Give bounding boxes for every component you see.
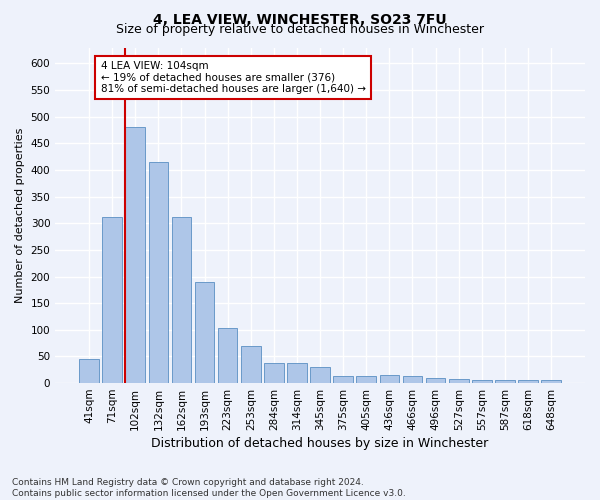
Text: Size of property relative to detached houses in Winchester: Size of property relative to detached ho… xyxy=(116,22,484,36)
Bar xyxy=(149,162,168,383)
Bar xyxy=(264,363,284,383)
Bar xyxy=(125,128,145,383)
Y-axis label: Number of detached properties: Number of detached properties xyxy=(15,128,25,303)
Text: Contains HM Land Registry data © Crown copyright and database right 2024.
Contai: Contains HM Land Registry data © Crown c… xyxy=(12,478,406,498)
Bar xyxy=(449,379,469,383)
Bar xyxy=(103,218,122,383)
Bar xyxy=(310,366,330,383)
X-axis label: Distribution of detached houses by size in Winchester: Distribution of detached houses by size … xyxy=(151,437,489,450)
Bar xyxy=(241,346,260,383)
Bar xyxy=(495,380,515,383)
Text: 4 LEA VIEW: 104sqm
← 19% of detached houses are smaller (376)
81% of semi-detach: 4 LEA VIEW: 104sqm ← 19% of detached hou… xyxy=(101,61,365,94)
Bar xyxy=(195,282,214,383)
Bar xyxy=(334,376,353,383)
Bar xyxy=(541,380,561,383)
Bar xyxy=(287,363,307,383)
Bar xyxy=(79,358,99,383)
Bar xyxy=(403,376,422,383)
Text: 4, LEA VIEW, WINCHESTER, SO23 7FU: 4, LEA VIEW, WINCHESTER, SO23 7FU xyxy=(153,12,447,26)
Bar xyxy=(518,380,538,383)
Bar xyxy=(426,378,445,383)
Bar xyxy=(472,380,491,383)
Bar xyxy=(218,328,238,383)
Bar xyxy=(172,217,191,383)
Bar xyxy=(380,375,399,383)
Bar xyxy=(356,376,376,383)
